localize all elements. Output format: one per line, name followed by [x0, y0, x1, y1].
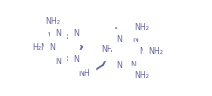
Text: N: N	[116, 60, 122, 70]
Text: NH: NH	[78, 70, 90, 79]
Text: NH₂: NH₂	[134, 22, 149, 31]
Text: NH: NH	[101, 46, 113, 55]
Text: N: N	[116, 34, 122, 43]
Text: N: N	[130, 60, 136, 70]
Text: H₂N: H₂N	[32, 43, 47, 53]
Text: N: N	[139, 48, 145, 57]
Text: N: N	[55, 57, 61, 65]
Text: N: N	[132, 34, 138, 43]
Text: NH₂: NH₂	[134, 72, 149, 81]
Text: N: N	[55, 29, 61, 38]
Text: N: N	[73, 29, 79, 38]
Text: N: N	[49, 43, 55, 51]
Text: NH₂: NH₂	[46, 17, 60, 26]
Text: N: N	[73, 55, 79, 65]
Text: NH₂: NH₂	[148, 48, 163, 57]
